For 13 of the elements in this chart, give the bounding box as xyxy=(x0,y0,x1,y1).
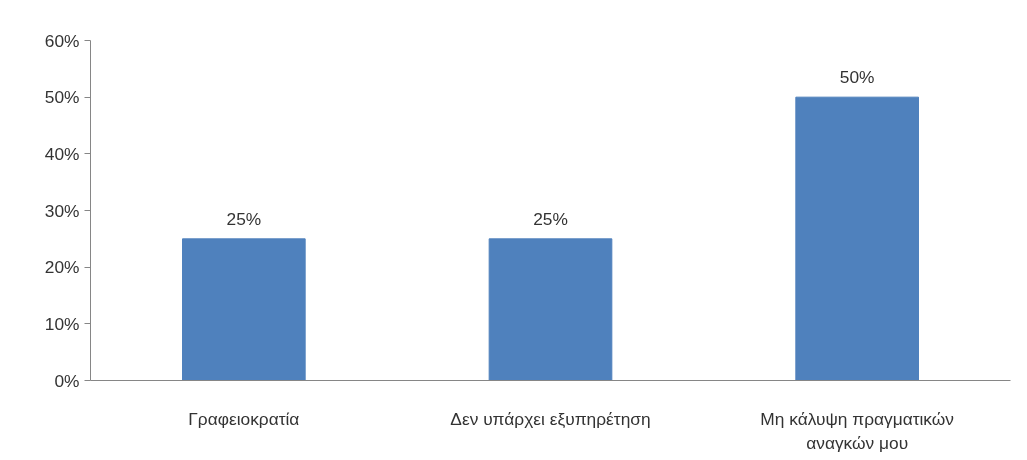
data-label: 50% xyxy=(839,67,875,88)
y-tick-label: 50% xyxy=(44,87,80,108)
data-label: 25% xyxy=(533,208,568,229)
data-label: 25% xyxy=(226,208,262,229)
x-tick-label: Δεν υπάρχει εξυπηρέτηση xyxy=(450,408,651,429)
x-tick-label: Γραφειοκρατία xyxy=(188,408,300,429)
y-tick-label: 60% xyxy=(44,30,80,51)
y-tick-label: 30% xyxy=(44,200,80,221)
x-tick-label: Μη κάλυψη πραγματικών αναγκών μου xyxy=(760,408,955,453)
y-tick-label: 0% xyxy=(54,370,80,391)
y-tick-label: 20% xyxy=(44,257,80,278)
y-tick-label: 40% xyxy=(44,143,80,164)
y-tick-label: 10% xyxy=(44,313,80,334)
